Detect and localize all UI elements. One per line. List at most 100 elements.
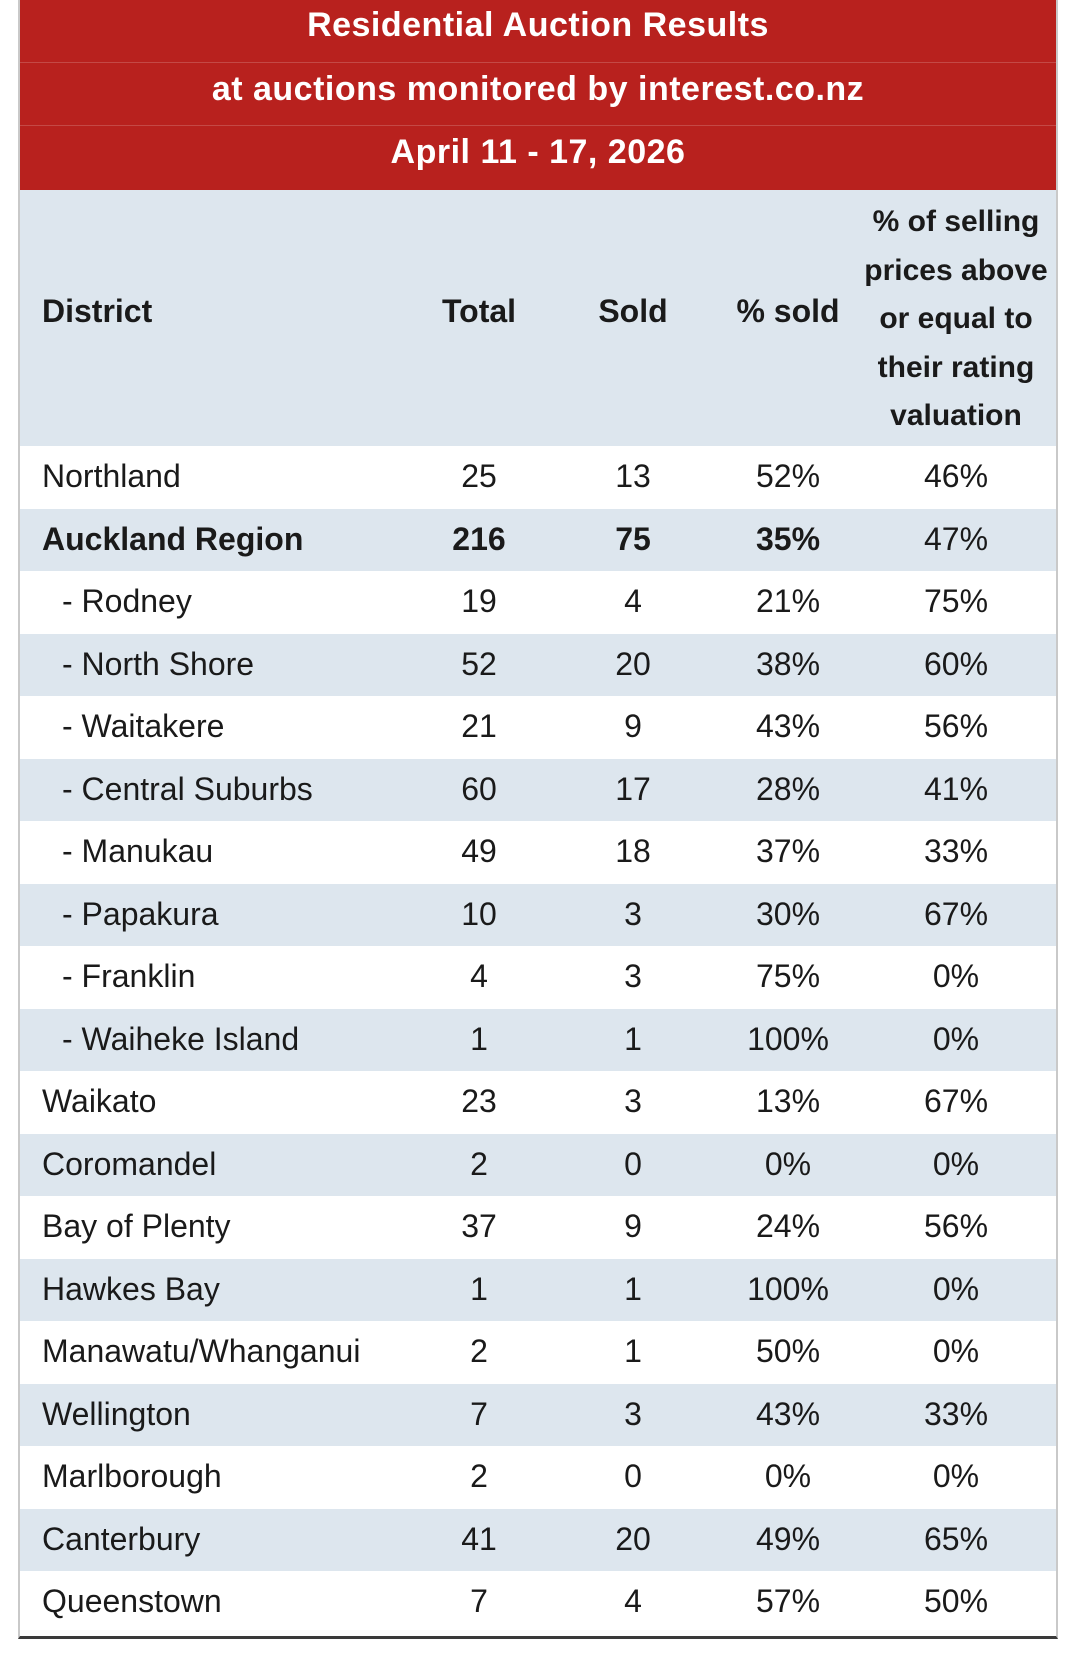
percent-sold-cell: 0% — [764, 1458, 812, 1494]
table-row: Wellington 7 3 43% 33% — [20, 1383, 1056, 1446]
table-row: - Papakura 10 3 30% 67% — [20, 883, 1056, 946]
total-cell: 10 — [461, 895, 497, 932]
total-cell: 21 — [461, 708, 497, 744]
percent-sold-cell: 49% — [755, 1520, 821, 1557]
percent-above-rv-cell: 60% — [923, 645, 989, 682]
table-body: Northland 25 13 52% 46% Auckland Region … — [20, 446, 1056, 1634]
table-row: - Central Suburbs 60 17 28% 41% — [20, 758, 1056, 821]
district-cell: - Waiheke Island — [62, 1020, 300, 1057]
sold-cell: 1 — [624, 1020, 642, 1057]
sold-cell: 1 — [624, 1333, 642, 1369]
sold-cell: 0 — [624, 1458, 642, 1494]
percent-sold-cell: 21% — [755, 583, 821, 619]
percent-above-rv-cell: 50% — [923, 1583, 989, 1619]
district-cell: Northland — [42, 458, 181, 494]
table-row: - Waiheke Island 1 1 100% 0% — [20, 1008, 1056, 1071]
total-cell: 2 — [470, 1458, 488, 1494]
total-cell: 25 — [461, 458, 497, 494]
percent-sold-cell: 52% — [755, 458, 821, 494]
table-row: - Manukau 49 18 37% 33% — [20, 821, 1056, 884]
total-cell: 7 — [470, 1395, 488, 1432]
percent-above-rv-cell: 75% — [923, 583, 989, 619]
table-row: Northland 25 13 52% 46% — [20, 446, 1056, 509]
district-cell: Marlborough — [42, 1458, 222, 1494]
percent-sold-cell: 100% — [747, 1020, 829, 1057]
district-cell: Auckland Region — [42, 520, 304, 557]
percent-above-rv-cell: 65% — [923, 1520, 989, 1557]
percent-above-rv-cell: 0% — [932, 1270, 980, 1307]
percent-above-rv-cell: 41% — [923, 770, 989, 807]
percent-above-rv-cell: 47% — [923, 520, 989, 557]
percent-above-rv-cell: 56% — [923, 708, 989, 744]
sold-cell: 9 — [624, 1208, 642, 1244]
percent-sold-cell: 0% — [764, 1145, 812, 1182]
percent-above-rv-cell: 67% — [923, 1083, 989, 1119]
percent-sold-cell: 57% — [755, 1583, 821, 1619]
percent-above-rv-cell: 67% — [923, 895, 989, 932]
district-cell: Manawatu/Whanganui — [42, 1333, 361, 1369]
total-cell: 4 — [470, 958, 488, 994]
sold-cell: 20 — [615, 645, 651, 682]
total-cell: 49 — [461, 833, 497, 869]
column-header-row: District Total Sold % sold % of selling … — [20, 190, 1056, 446]
table-row: Marlborough 2 0 0% 0% — [20, 1446, 1056, 1509]
percent-sold-cell: 35% — [755, 520, 821, 557]
sold-cell: 3 — [624, 1395, 642, 1432]
district-cell: Canterbury — [42, 1520, 201, 1557]
district-cell: - Manukau — [62, 833, 214, 869]
sold-cell: 3 — [624, 895, 642, 932]
percent-sold-cell: 28% — [755, 770, 821, 807]
percent-sold-cell: 38% — [755, 645, 821, 682]
total-cell: 216 — [452, 520, 506, 557]
percent-sold-cell: 13% — [755, 1083, 821, 1119]
table-row: - Waitakere 21 9 43% 56% — [20, 696, 1056, 759]
table-row: Auckland Region 216 75 35% 47% — [20, 508, 1056, 571]
sold-cell: 4 — [624, 583, 642, 619]
total-cell: 19 — [461, 583, 497, 619]
column-header-sold: Sold — [598, 293, 668, 329]
date-range: April 11 - 17, 2026 — [390, 133, 686, 171]
percent-sold-cell: 100% — [747, 1270, 829, 1307]
total-cell: 60 — [461, 770, 497, 807]
table-row: - Rodney 19 4 21% 75% — [20, 571, 1056, 634]
table-row: Waikato 23 3 13% 67% — [20, 1071, 1056, 1134]
sold-cell: 9 — [624, 708, 642, 744]
total-cell: 2 — [470, 1333, 488, 1369]
sold-cell: 75 — [615, 520, 651, 557]
total-cell: 52 — [461, 645, 497, 682]
percent-above-rv-cell: 0% — [932, 1145, 980, 1182]
total-cell: 41 — [461, 1520, 497, 1557]
sold-cell: 1 — [624, 1270, 642, 1307]
district-cell: Bay of Plenty — [42, 1208, 231, 1244]
table-row: Canterbury 41 20 49% 65% — [20, 1508, 1056, 1571]
district-cell: Queenstown — [42, 1583, 222, 1619]
percent-sold-cell: 37% — [755, 833, 821, 869]
percent-sold-cell: 30% — [755, 895, 821, 932]
sold-cell: 13 — [615, 458, 651, 494]
total-cell: 1 — [470, 1270, 488, 1307]
percent-sold-cell: 43% — [755, 1395, 821, 1432]
table-title: Residential Auction Results — [307, 6, 769, 44]
district-cell: Waikato — [42, 1083, 157, 1119]
percent-above-rv-cell: 33% — [923, 833, 989, 869]
district-cell: - Waitakere — [62, 708, 225, 744]
percent-above-rv-cell: 33% — [923, 1395, 989, 1432]
district-cell: Hawkes Bay — [42, 1270, 220, 1307]
total-cell: 7 — [470, 1583, 488, 1619]
district-cell: - Rodney — [62, 583, 192, 619]
table-subtitle: at auctions monitored by interest.co.nz — [211, 70, 865, 108]
table-row: Manawatu/Whanganui 2 1 50% 0% — [20, 1321, 1056, 1384]
percent-above-rv-cell: 46% — [923, 458, 989, 494]
sold-cell: 18 — [615, 833, 651, 869]
column-header-total: Total — [441, 293, 517, 329]
total-cell: 23 — [461, 1083, 497, 1119]
district-cell: Wellington — [42, 1395, 191, 1432]
district-cell: - Papakura — [62, 895, 219, 932]
auction-results-table: Residential Auction Results at auctions … — [18, 0, 1058, 1639]
sold-cell: 20 — [615, 1520, 651, 1557]
table-row: Hawkes Bay 1 1 100% 0% — [20, 1258, 1056, 1321]
total-cell: 1 — [470, 1020, 488, 1057]
percent-sold-cell: 24% — [755, 1208, 821, 1244]
sold-cell: 17 — [615, 770, 651, 807]
total-cell: 37 — [461, 1208, 497, 1244]
